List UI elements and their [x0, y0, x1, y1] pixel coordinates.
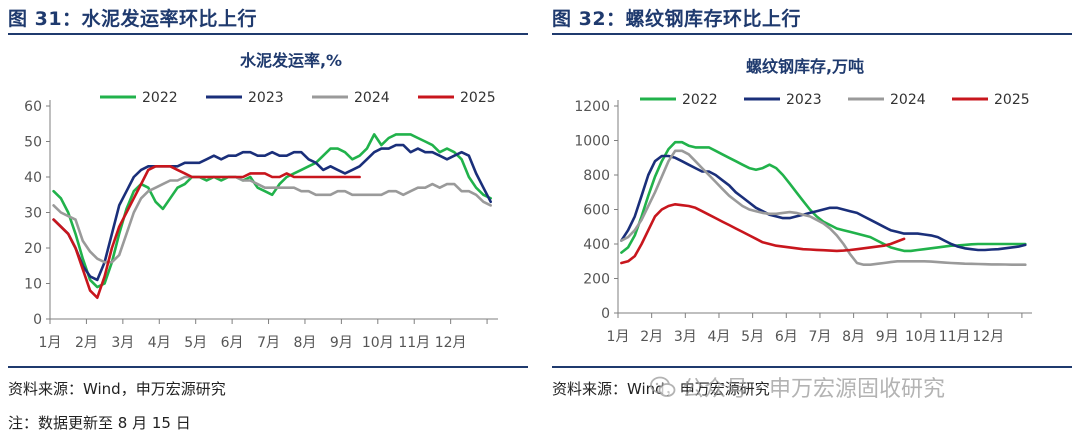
series-line-2024	[620, 149, 1027, 266]
legend-item-2024: 2024	[312, 90, 390, 106]
legend-label: 2024	[354, 90, 390, 106]
x-tick-label: 8月	[293, 335, 316, 351]
bottom-rule	[552, 366, 1072, 368]
watermark-text: 公众号 · 申万宏源固收研究	[682, 377, 945, 402]
legend-label: 2023	[248, 90, 284, 106]
series-line-2024	[52, 175, 492, 264]
x-tick-label: 4月	[148, 335, 171, 351]
legend-label: 2025	[460, 90, 496, 106]
y-tick-label: 600	[583, 203, 610, 219]
x-tick-label: 10月	[905, 329, 937, 345]
x-tick-label: 4月	[708, 329, 731, 345]
y-tick-label: 50	[24, 135, 42, 151]
y-tick-label: 30	[24, 206, 42, 222]
wechat-icon	[650, 376, 676, 397]
y-tick-label: 0	[601, 306, 610, 322]
series-line-2023	[620, 154, 1027, 252]
update-note: 注：数据更新至 8 月 15 日	[8, 414, 191, 432]
x-tick-label: 9月	[876, 329, 899, 345]
title-rule	[552, 33, 1072, 35]
y-tick-label: 1200	[574, 99, 610, 115]
watermark: 公众号 · 申万宏源固收研究	[650, 371, 945, 403]
chart-title: 水泥发运率,%	[240, 51, 342, 70]
x-tick-label: 1月	[607, 329, 630, 345]
x-tick-label: 11月	[398, 335, 430, 351]
legend-item-2024: 2024	[848, 92, 926, 108]
y-tick-label: 10	[24, 277, 42, 293]
series-line-2022	[620, 140, 1027, 254]
x-tick-label: 8月	[842, 329, 865, 345]
legend-item-2022: 2022	[640, 92, 718, 108]
x-tick-label: 10月	[362, 335, 394, 351]
title-rule	[8, 33, 528, 35]
series-line-2025	[620, 203, 906, 265]
cement-chart: 水泥发运率,% 0 10 20 30 40 50 60 1月 2月 3月 4月 5月 6月 7月 8月 9月 10…	[24, 51, 498, 351]
y-tick-label: 1000	[574, 134, 610, 150]
y-tick-label: 400	[583, 237, 610, 253]
x-tick-label: 5月	[741, 329, 764, 345]
figure-32: 图 32：螺纹钢库存环比上行 螺纹钢库存,万吨 0 200 400 600 800 1000…	[552, 0, 1072, 380]
x-tick-label: 6月	[221, 335, 244, 351]
x-tick-label: 1月	[39, 335, 62, 351]
figure-title: 图 32：螺纹钢库存环比上行	[552, 8, 802, 30]
figure-title: 图 31：水泥发运率环比上行	[8, 8, 258, 30]
x-tick-label: 9月	[330, 335, 353, 351]
x-tick-label: 2月	[640, 329, 663, 345]
x-tick-label: 6月	[775, 329, 798, 345]
y-tick-label: 800	[583, 168, 610, 184]
legend-item-2023: 2023	[744, 92, 822, 108]
y-tick-label: 60	[24, 99, 42, 115]
source-note-left: 资料来源：Wind，申万宏源研究	[8, 380, 226, 398]
x-tick-label: 7月	[257, 335, 280, 351]
chart-title: 螺纹钢库存,万吨	[746, 57, 864, 76]
series-line-2023	[52, 143, 492, 282]
series-line-2025	[52, 165, 361, 299]
bottom-rule	[8, 366, 528, 368]
y-tick-label: 200	[583, 272, 610, 288]
legend-item-2023: 2023	[206, 90, 284, 106]
legend-item-2025: 2025	[418, 90, 496, 106]
legend-label: 2024	[890, 92, 926, 108]
rebar-chart: 螺纹钢库存,万吨 0 200 400 600 800 1000 1200 1月 2月 3月 4月 5月 6…	[574, 57, 1032, 345]
y-tick-label: 20	[24, 241, 42, 257]
y-tick-label: 0	[33, 312, 42, 328]
x-tick-label: 11月	[939, 329, 971, 345]
x-tick-label: 12月	[435, 335, 467, 351]
figure-31: 图 31：水泥发运率环比上行 水泥发运率,% 0 10 20 30 40 50 60 1月 2月 3…	[8, 0, 528, 380]
x-tick-label: 12月	[972, 329, 1004, 345]
legend-label: 2022	[142, 90, 178, 106]
x-tick-label: 3月	[674, 329, 697, 345]
legend-item-2022: 2022	[100, 90, 178, 106]
legend-item-2025: 2025	[952, 92, 1030, 108]
x-tick-label: 3月	[111, 335, 134, 351]
x-tick-label: 7月	[808, 329, 831, 345]
series-line-2022	[52, 133, 492, 289]
x-tick-label: 2月	[75, 335, 98, 351]
x-tick-label: 5月	[184, 335, 207, 351]
legend-label: 2023	[786, 92, 822, 108]
legend-label: 2022	[682, 92, 718, 108]
legend-label: 2025	[994, 92, 1030, 108]
y-tick-label: 40	[24, 170, 42, 186]
